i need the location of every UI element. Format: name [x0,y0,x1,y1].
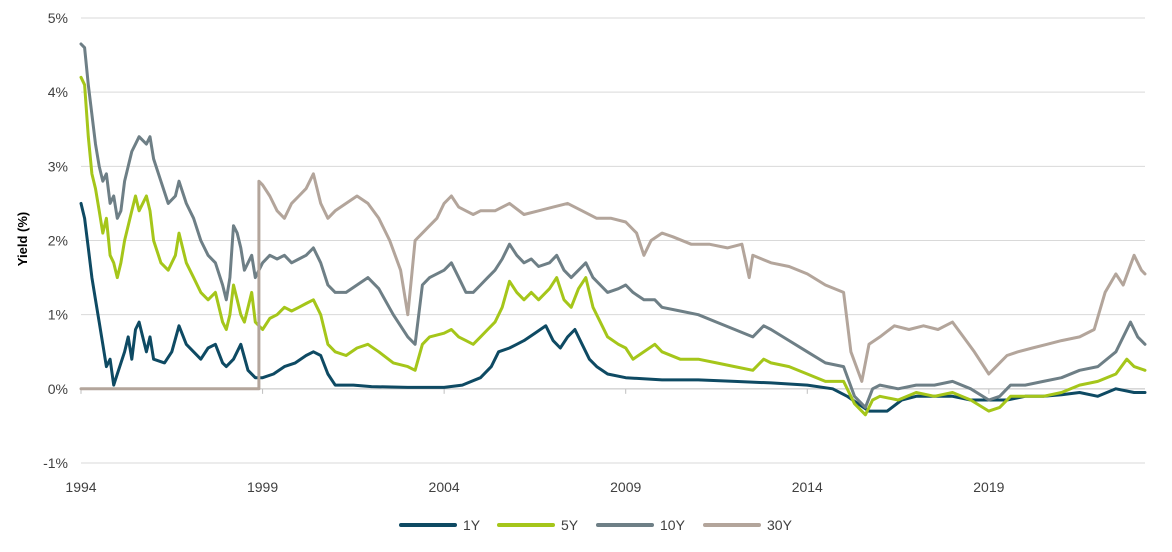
y-tick-label: 4% [48,84,68,100]
legend-label-5y: 5Y [561,517,579,533]
series-line-10y [79,42,1147,409]
x-tick-label: 1994 [65,479,96,495]
series-line-5y [79,75,1147,417]
y-tick-label: 3% [48,158,68,174]
series-lines [79,42,1147,417]
y-tick-label: -1% [43,455,68,471]
x-tick-label: 2019 [973,479,1004,495]
y-tick-label: 2% [48,233,68,249]
legend-label-1y: 1Y [463,517,481,533]
x-tick-label: 2009 [610,479,641,495]
legend-label-10y: 10Y [660,517,686,533]
legend: 1Y 5Y 10Y 30Y [399,517,793,533]
y-tick-label: 0% [48,381,68,397]
legend-label-30y: 30Y [767,517,793,533]
x-tick-label: 2014 [792,479,823,495]
y-axis-label: Yield (%) [15,212,30,266]
y-tick-label: 1% [48,307,68,323]
series-line-1y [79,201,1147,413]
y-tick-labels: -1% 0% 1% 2% 3% 4% 5% [43,10,68,471]
series-line-30y [79,172,1147,391]
x-tick-label: 2004 [429,479,460,495]
x-tick-labels: 1994 1999 2004 2009 2014 2019 [65,479,1004,495]
y-tick-label: 5% [48,10,68,26]
x-tick-label: 1999 [247,479,278,495]
